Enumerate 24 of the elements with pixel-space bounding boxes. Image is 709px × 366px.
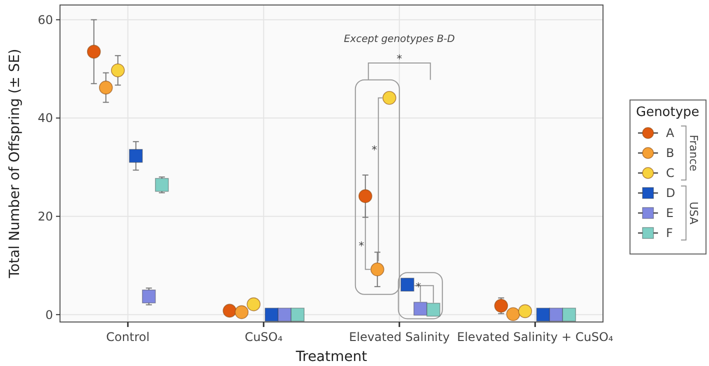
y-tick-label: 20: [38, 210, 53, 224]
x-tick-label: Elevated Salinity + CuSO₄: [457, 330, 614, 344]
legend-label: A: [666, 126, 675, 140]
annotation: Except genotypes B-D: [344, 34, 456, 45]
y-tick-label: 40: [38, 111, 53, 126]
legend-title: Genotype: [636, 105, 700, 120]
legend-label: E: [666, 206, 674, 220]
y-tick-label: 0: [45, 308, 53, 322]
x-tick-label: Control: [106, 330, 150, 344]
annotation: *: [358, 239, 365, 252]
y-axis-title: Total Number of Offspring (± SE): [7, 48, 23, 280]
x-tick-label: Elevated Salinity: [349, 330, 450, 344]
text: USA: [687, 202, 700, 225]
x-tick-label: CuSO₄: [244, 330, 283, 344]
x-axis-title: Treatment: [294, 349, 368, 365]
text: France: [687, 134, 700, 172]
legend-label: F: [666, 226, 673, 240]
annotation: *: [416, 280, 422, 294]
annotation: *: [372, 144, 378, 157]
y-tick-label: 60: [38, 12, 53, 27]
legend-label: D: [666, 186, 676, 200]
annotation: *: [396, 52, 403, 66]
legend-label: B: [666, 146, 674, 160]
legend-label: C: [666, 166, 674, 180]
